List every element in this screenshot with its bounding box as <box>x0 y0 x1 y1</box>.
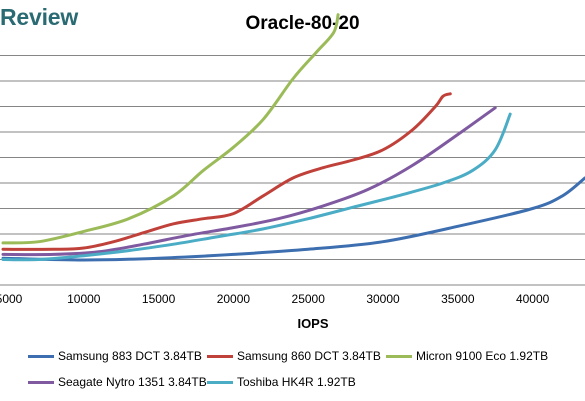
x-tick-label: 10000 <box>67 292 101 306</box>
series-line-2 <box>1 13 340 245</box>
x-tick-label: 30000 <box>366 292 400 306</box>
series-line-1 <box>1 92 452 251</box>
legend-label: Samsung 860 DCT 3.84TB <box>237 349 381 363</box>
legend-item-micron-9100: Micron 9100 Eco 1.92TB <box>386 349 548 363</box>
series-line-0 <box>1 176 585 262</box>
brand-logo: Review <box>0 4 79 30</box>
x-tick-label: 20000 <box>217 292 251 306</box>
legend-swatch <box>28 354 54 358</box>
legend-item-samsung-883: Samsung 883 DCT 3.84TB <box>28 349 202 363</box>
legend-label: Seagate Nytro 1351 3.84TB <box>58 375 207 389</box>
x-tick-label: 5000 <box>0 292 23 306</box>
series-lines <box>1 13 585 262</box>
x-tick-label: 25000 <box>292 292 326 306</box>
legend-item-samsung-860: Samsung 860 DCT 3.84TB <box>207 349 381 363</box>
series-line-4 <box>1 112 512 262</box>
legend-item-seagate-nytro: Seagate Nytro 1351 3.84TB <box>28 375 207 389</box>
legend-swatch <box>207 354 233 358</box>
legend-swatch <box>207 380 233 384</box>
series-line-3 <box>1 106 497 257</box>
x-axis-label: IOPS <box>297 316 328 331</box>
x-tick-label: 40000 <box>516 292 550 306</box>
grid-lines <box>0 55 585 260</box>
x-tick-label: 15000 <box>142 292 176 306</box>
x-tick-labels: 5000 10000 15000 20000 25000 30000 35000 40000 <box>0 292 550 306</box>
x-tick-label: 35000 <box>441 292 475 306</box>
chart-title: Oracle-80-20 <box>245 13 360 34</box>
legend-swatch <box>28 380 54 384</box>
legend-swatch <box>386 354 412 358</box>
legend-label: Toshiba HK4R 1.92TB <box>237 375 356 389</box>
legend-label: Samsung 883 DCT 3.84TB <box>58 349 202 363</box>
legend-label: Micron 9100 Eco 1.92TB <box>416 349 549 363</box>
legend-item-toshiba-hk4r: Toshiba HK4R 1.92TB <box>207 375 356 389</box>
